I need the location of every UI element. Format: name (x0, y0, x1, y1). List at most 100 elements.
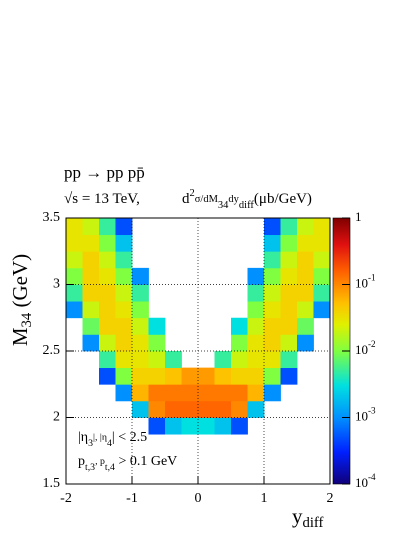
y-tick-label: 3.5 (43, 210, 61, 225)
heatmap-cell (115, 234, 133, 252)
heatmap-cell (181, 384, 199, 402)
heatmap-cell (264, 334, 281, 352)
heatmap-cell (99, 351, 116, 369)
x-tick-label: -2 (60, 491, 72, 506)
heatmap-cell (132, 317, 149, 335)
heatmap-cell (99, 267, 116, 285)
heatmap-cell (99, 317, 116, 335)
x-axis-label: ydiff (292, 504, 324, 532)
heatmap-cell (148, 317, 166, 335)
heatmap-cell (214, 417, 232, 435)
heatmap-cell (148, 417, 166, 435)
heatmap-cell (66, 234, 83, 252)
heatmap-cell (214, 367, 232, 385)
heatmap-cell (115, 301, 133, 319)
plot-frame (65, 217, 331, 485)
heatmap-cell (313, 234, 331, 252)
heatmap-cell (280, 351, 298, 369)
heatmap-cell (132, 384, 149, 402)
heatmap-cell (115, 384, 133, 402)
heatmap-cell (82, 267, 100, 285)
heatmap-cell (231, 351, 248, 369)
heatmap-cell (66, 251, 83, 269)
heatmap-cell (313, 284, 331, 302)
heatmap-cell (280, 334, 298, 352)
x-tick-label: 0 (195, 491, 202, 506)
heatmap-cell (115, 334, 133, 352)
heatmap-cell (280, 367, 298, 385)
heatmap-cell (82, 334, 100, 352)
heatmap-cell (231, 400, 248, 418)
y-tick-label: 3 (53, 277, 60, 292)
heatmap-cell (181, 367, 199, 385)
heatmap-cell (214, 351, 232, 369)
heatmap-cell (148, 351, 166, 369)
heatmap-cell (181, 400, 199, 418)
heatmap-cell (115, 218, 133, 236)
heatmap-cell (115, 317, 133, 335)
heatmap-cell (115, 351, 133, 369)
heatmap-cell (280, 317, 298, 335)
heatmap-cell (297, 234, 314, 252)
heatmap-cell (132, 351, 149, 369)
heatmap-cell (264, 367, 281, 385)
heatmap-cell (99, 218, 116, 236)
heatmap-cell (198, 417, 215, 435)
heatmap-cell (115, 284, 133, 302)
heatmap-cell (280, 267, 298, 285)
heatmap-cell (313, 218, 331, 236)
heatmap-cell (132, 267, 149, 285)
heatmap-cell (247, 351, 265, 369)
heatmap-cell (132, 301, 149, 319)
heatmap-cell (231, 334, 248, 352)
heatmap-cell (231, 317, 248, 335)
heatmap-cell (280, 218, 298, 236)
heatmap-cell (247, 384, 265, 402)
heatmap-cell (264, 284, 281, 302)
heatmap-cell (165, 351, 182, 369)
heatmap-cell (181, 417, 199, 435)
heatmap-cell (99, 251, 116, 269)
heatmap-cell (82, 251, 100, 269)
z-tick-label: 1 (355, 209, 362, 224)
heatmap-cell (247, 284, 265, 302)
heatmap-cell (66, 218, 83, 236)
heatmap-cell (264, 351, 281, 369)
heatmap-cell (297, 284, 314, 302)
heatmap-cell (313, 251, 331, 269)
heatmap-cell (132, 284, 149, 302)
heatmap-cell (231, 367, 248, 385)
heatmap-cell (148, 334, 166, 352)
heatmap-cell (198, 384, 215, 402)
heatmap-cell (214, 400, 232, 418)
heatmap-cell (247, 334, 265, 352)
heatmap-cell (247, 267, 265, 285)
heatmap-cell (115, 251, 133, 269)
heatmap-cell (99, 334, 116, 352)
heatmap-cell (165, 417, 182, 435)
heatmap-cell (148, 384, 166, 402)
heatmap-cell (148, 400, 166, 418)
heatmap-cell (115, 267, 133, 285)
heatmap-cell (297, 251, 314, 269)
heatmap-cell (264, 218, 281, 236)
heatmap-cell (264, 384, 281, 402)
heatmap-cell (82, 234, 100, 252)
heatmap-cell (214, 384, 232, 402)
heatmap-cell (99, 367, 116, 385)
heatmap-cell (82, 284, 100, 302)
heatmap-cell (82, 301, 100, 319)
heatmap-cell (264, 234, 281, 252)
heatmap-cell (132, 400, 149, 418)
heatmap-cell (297, 334, 314, 352)
heatmap-cell (165, 367, 182, 385)
heatmap-cell (66, 284, 83, 302)
heatmap-cell (66, 301, 83, 319)
heatmap-cell (99, 234, 116, 252)
heatmap-cell (148, 367, 166, 385)
heatmap-cell (297, 267, 314, 285)
heatmap-cell (82, 218, 100, 236)
